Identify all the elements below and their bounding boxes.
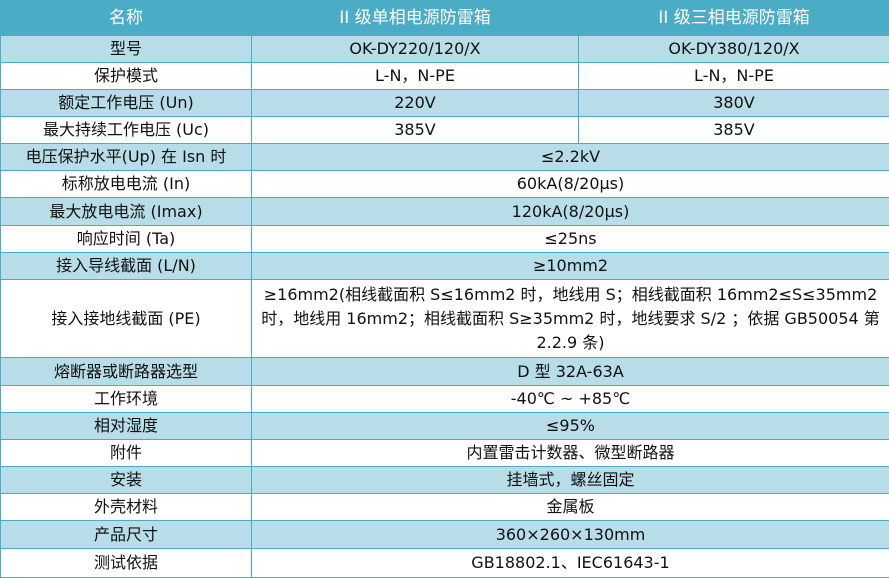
header-single-phase: II 级单相电源防雷箱: [251, 0, 579, 36]
row-value: ≤2.2kV: [251, 143, 889, 171]
row-label: 外壳材料: [0, 493, 252, 521]
row-label: 附件: [0, 439, 252, 467]
row-value: L-N，N-PE: [251, 62, 579, 90]
row-label: 标称放电电流 (In): [0, 170, 252, 198]
row-value: ≥10mm2: [251, 252, 889, 280]
table-row: 测试依据 GB18802.1、IEC61643-1: [0, 548, 889, 578]
table-row: 保护模式 L-N，N-PE L-N，N-PE: [0, 62, 889, 90]
row-value: GB18802.1、IEC61643-1: [251, 548, 889, 578]
table-row: 标称放电电流 (In) 60kA(8/20μs): [0, 170, 889, 198]
row-value: OK-DY380/120/X: [578, 35, 889, 63]
table-row: 接入导线截面 (L/N) ≥10mm2: [0, 252, 889, 280]
table-row: 安装 挂墙式，螺丝固定: [0, 466, 889, 494]
row-label: 型号: [0, 35, 252, 63]
row-value: 220V: [251, 89, 579, 117]
table-row: 工作环境 -40℃ ~ +85℃: [0, 385, 889, 413]
row-label: 接入导线截面 (L/N): [0, 252, 252, 280]
table-row: 相对湿度 ≤95%: [0, 412, 889, 440]
row-label: 保护模式: [0, 62, 252, 90]
table-row: 最大放电电流 (Imax) 120kA(8/20μs): [0, 197, 889, 226]
table-row: 附件 内置雷击计数器、微型断路器: [0, 439, 889, 467]
row-label: 电压保护水平(Up) 在 Isn 时: [0, 143, 252, 171]
row-label: 工作环境: [0, 385, 252, 413]
row-label: 最大持续工作电压 (Uc): [0, 116, 252, 144]
table-row: 电压保护水平(Up) 在 Isn 时 ≤2.2kV: [0, 143, 889, 171]
table-row: 外壳材料 金属板: [0, 493, 889, 521]
table-row: 接入接地线截面 (PE) ≥16mm2(相线截面积 S≤16mm2 时，地线用 S…: [0, 279, 889, 358]
row-label: 相对湿度: [0, 412, 252, 440]
row-value: -40℃ ~ +85℃: [251, 385, 889, 413]
row-value: 120kA(8/20μs): [251, 197, 889, 226]
row-value: 内置雷击计数器、微型断路器: [251, 439, 889, 467]
row-label: 响应时间 (Ta): [0, 225, 252, 253]
table-row: 响应时间 (Ta) ≤25ns: [0, 225, 889, 253]
row-label: 最大放电电流 (Imax): [0, 197, 252, 226]
row-label: 测试依据: [0, 548, 252, 578]
table-row: 熔断器或断路器选型 D 型 32A-63A: [0, 357, 889, 386]
row-value: ≤25ns: [251, 225, 889, 253]
header-name: 名称: [0, 0, 252, 36]
row-value: 60kA(8/20μs): [251, 170, 889, 198]
row-value: 385V: [578, 116, 889, 144]
row-value: 385V: [251, 116, 579, 144]
header-three-phase: II 级三相电源防雷箱: [578, 0, 889, 36]
row-value: 380V: [578, 89, 889, 117]
table-row: 型号 OK-DY220/120/X OK-DY380/120/X: [0, 35, 889, 63]
row-value: ≥16mm2(相线截面积 S≤16mm2 时，地线用 S；相线截面积 16mm2…: [251, 279, 889, 358]
table-row: 额定工作电压 (Un) 220V 380V: [0, 89, 889, 117]
row-value: OK-DY220/120/X: [251, 35, 579, 63]
row-value: 360×260×130mm: [251, 520, 889, 549]
table-row: 最大持续工作电压 (Uc) 385V 385V: [0, 116, 889, 144]
row-value: ≤95%: [251, 412, 889, 440]
row-label: 熔断器或断路器选型: [0, 357, 252, 386]
row-label: 接入接地线截面 (PE): [0, 279, 252, 358]
header-row: 名称 II 级单相电源防雷箱 II 级三相电源防雷箱: [0, 0, 889, 36]
row-value: L-N，N-PE: [578, 62, 889, 90]
row-label: 额定工作电压 (Un): [0, 89, 252, 117]
row-value: D 型 32A-63A: [251, 357, 889, 386]
table-row: 产品尺寸 360×260×130mm: [0, 520, 889, 549]
row-label: 产品尺寸: [0, 520, 252, 549]
row-label: 安装: [0, 466, 252, 494]
row-value: 金属板: [251, 493, 889, 521]
row-value: 挂墙式，螺丝固定: [251, 466, 889, 494]
